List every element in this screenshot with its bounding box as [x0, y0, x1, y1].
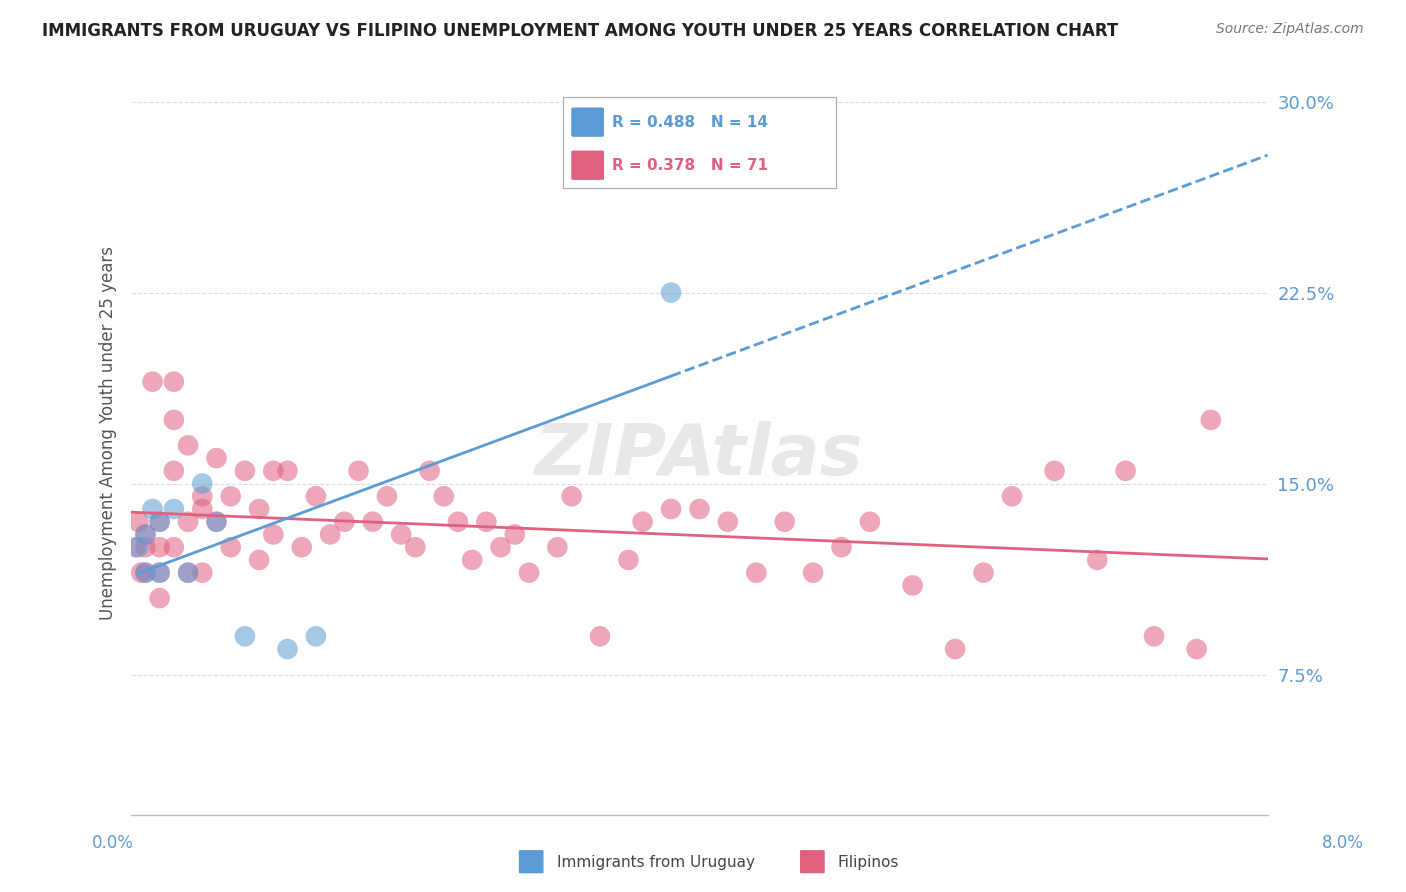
Point: [631, 515, 654, 529]
Point: [589, 629, 612, 643]
Point: [262, 464, 284, 478]
Point: [127, 515, 149, 529]
Point: [717, 515, 740, 529]
Point: [177, 438, 200, 452]
Point: [233, 629, 256, 643]
Point: [205, 515, 228, 529]
Point: [447, 515, 470, 529]
Point: [433, 489, 456, 503]
Point: [149, 515, 172, 529]
Point: [163, 464, 186, 478]
Point: [1043, 464, 1066, 478]
Point: [688, 502, 710, 516]
Text: Immigrants from Uruguay: Immigrants from Uruguay: [557, 855, 755, 870]
Point: [177, 566, 200, 580]
Text: IMMIGRANTS FROM URUGUAY VS FILIPINO UNEMPLOYMENT AMONG YOUTH UNDER 25 YEARS CORR: IMMIGRANTS FROM URUGUAY VS FILIPINO UNEM…: [42, 22, 1118, 40]
Point: [149, 591, 172, 606]
Point: [276, 642, 298, 657]
Point: [149, 515, 172, 529]
Text: ZIPAtlas: ZIPAtlas: [536, 421, 863, 490]
Point: [191, 502, 214, 516]
Point: [546, 540, 568, 554]
Point: [163, 413, 186, 427]
Point: [517, 566, 540, 580]
Point: [191, 566, 214, 580]
Point: [1115, 464, 1137, 478]
Point: [375, 489, 398, 503]
Text: Filipinos: Filipinos: [838, 855, 900, 870]
Point: [943, 642, 966, 657]
Text: Source: ZipAtlas.com: Source: ZipAtlas.com: [1216, 22, 1364, 37]
Point: [205, 515, 228, 529]
Point: [561, 489, 583, 503]
Point: [419, 464, 441, 478]
Point: [901, 578, 924, 592]
Point: [347, 464, 370, 478]
Point: [773, 515, 796, 529]
Point: [801, 566, 824, 580]
Point: [745, 566, 768, 580]
Point: [489, 540, 512, 554]
Point: [134, 566, 156, 580]
Point: [475, 515, 498, 529]
Point: [659, 502, 682, 516]
Point: [859, 515, 882, 529]
Point: [404, 540, 426, 554]
Point: [127, 540, 149, 554]
Text: 8.0%: 8.0%: [1322, 834, 1364, 852]
Point: [149, 566, 172, 580]
Point: [134, 566, 156, 580]
Point: [205, 451, 228, 466]
Point: [305, 629, 328, 643]
Point: [319, 527, 342, 541]
Point: [291, 540, 314, 554]
Point: [124, 540, 146, 554]
Point: [247, 502, 270, 516]
Point: [191, 489, 214, 503]
Point: [1185, 642, 1208, 657]
Text: 0.0%: 0.0%: [91, 834, 134, 852]
Point: [233, 464, 256, 478]
Point: [333, 515, 356, 529]
Point: [503, 527, 526, 541]
Point: [247, 553, 270, 567]
Y-axis label: Unemployment Among Youth under 25 years: Unemployment Among Youth under 25 years: [100, 245, 117, 620]
Point: [461, 553, 484, 567]
Point: [219, 489, 242, 503]
Point: [659, 285, 682, 300]
Point: [149, 566, 172, 580]
Point: [134, 527, 156, 541]
Point: [973, 566, 995, 580]
Point: [129, 566, 152, 580]
Point: [134, 540, 156, 554]
Point: [1085, 553, 1108, 567]
Point: [149, 540, 172, 554]
Point: [305, 489, 328, 503]
Point: [177, 566, 200, 580]
Point: [134, 527, 156, 541]
Point: [142, 375, 165, 389]
Point: [163, 502, 186, 516]
Point: [617, 553, 640, 567]
Point: [276, 464, 298, 478]
Point: [219, 540, 242, 554]
Point: [142, 502, 165, 516]
Point: [389, 527, 412, 541]
Point: [262, 527, 284, 541]
Point: [1001, 489, 1024, 503]
Point: [163, 375, 186, 389]
Point: [1199, 413, 1222, 427]
Point: [177, 515, 200, 529]
Point: [191, 476, 214, 491]
Point: [163, 540, 186, 554]
Point: [831, 540, 853, 554]
Point: [361, 515, 384, 529]
Point: [1143, 629, 1166, 643]
